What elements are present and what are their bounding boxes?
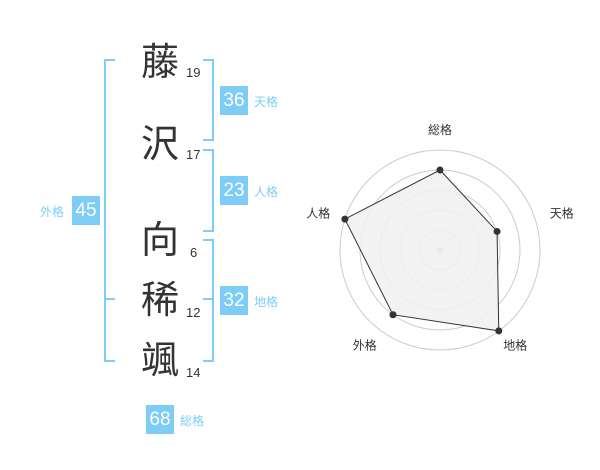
radar-axis-label: 地格 — [503, 337, 527, 352]
tenkaku-bracket — [203, 59, 214, 141]
radar-data-point — [389, 311, 397, 319]
radar-data-point — [495, 327, 503, 335]
name-char: 沢 — [140, 122, 179, 166]
chikaku-bracket-tick — [203, 298, 212, 300]
tenkaku-label: 天格 — [254, 95, 279, 109]
gaikaku-value: 45 — [72, 196, 100, 225]
chikaku-value: 32 — [220, 286, 248, 315]
gaikaku-bracket-tick — [104, 298, 115, 300]
radar-axis-label: 総格 — [428, 122, 452, 137]
jinkaku-bracket — [203, 149, 214, 232]
name-char: 藤 — [140, 40, 179, 84]
radar-data-point — [436, 166, 444, 174]
stroke-count: 17 — [186, 147, 201, 162]
name-char: 颯 — [140, 338, 179, 382]
radar-axis-label: 人格 — [306, 206, 330, 221]
radar-series-area — [344, 169, 500, 332]
stroke-count: 14 — [186, 365, 201, 380]
name-char: 稀 — [140, 278, 179, 322]
soukaku-label: 総格 — [180, 414, 205, 428]
stroke-count: 6 — [190, 245, 198, 260]
jinkaku-label: 人格 — [254, 185, 279, 199]
soukaku-value: 68 — [146, 405, 174, 434]
stroke-count: 12 — [186, 305, 201, 320]
name-char: 向 — [140, 218, 179, 262]
chikaku-label: 地格 — [254, 295, 279, 309]
gaikaku-label: 外格 — [40, 205, 65, 219]
radar-axis-label: 天格 — [550, 206, 574, 221]
stroke-count: 19 — [186, 65, 201, 80]
radar-grid-ring — [339, 149, 541, 351]
jinkaku-value: 23 — [220, 176, 248, 205]
radar-data-point — [341, 215, 349, 223]
chikaku-bracket — [203, 239, 214, 362]
radar-data-point — [493, 227, 501, 235]
radar-axis-label: 外格 — [353, 337, 377, 352]
gaikaku-bracket — [104, 59, 115, 362]
tenkaku-value: 36 — [220, 86, 248, 115]
